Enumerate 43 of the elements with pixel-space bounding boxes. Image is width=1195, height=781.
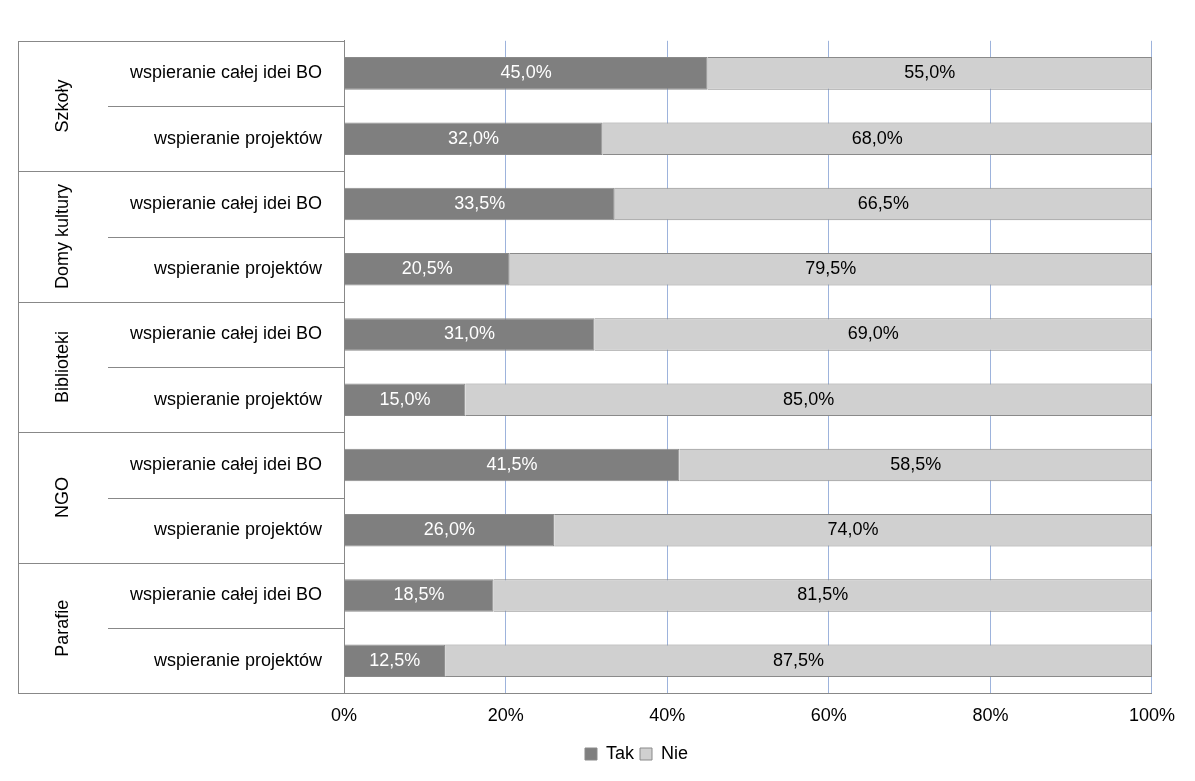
- text: NGO: [51, 477, 72, 519]
- text: 69,0%: [847, 323, 899, 344]
- text: 74,0%: [827, 519, 879, 540]
- x-tick-label: 20%: [487, 705, 524, 726]
- y-tick-label: wspieranie całej idei BO: [129, 453, 323, 474]
- text: Parafie: [51, 599, 72, 657]
- legend-label: Tak: [605, 742, 635, 763]
- text: 66,5%: [857, 192, 909, 213]
- text: 20,5%: [401, 258, 453, 279]
- text: Domy kultury: [51, 184, 72, 290]
- text: 81,5%: [797, 584, 849, 605]
- text: 18,5%: [393, 584, 445, 605]
- y-tick-label: wspieranie całej idei BO: [129, 62, 323, 83]
- text: 41,5%: [486, 453, 538, 474]
- text: 15,0%: [379, 388, 431, 409]
- legend-label: Nie: [661, 742, 689, 763]
- text: 33,5%: [454, 192, 506, 213]
- x-tick-label: 60%: [810, 705, 847, 726]
- y-tick-label: wspieranie projektów: [153, 127, 324, 148]
- y-tick-label: wspieranie projektów: [153, 519, 324, 540]
- text: 45,0%: [500, 62, 552, 83]
- text: Szkoły: [51, 79, 72, 133]
- y-tick-label: wspieranie całej idei BO: [129, 192, 323, 213]
- y-tick-label: wspieranie całej idei BO: [129, 584, 323, 605]
- text: 26,0%: [423, 519, 475, 540]
- text: 12,5%: [369, 649, 421, 670]
- text: Biblioteki: [51, 331, 72, 404]
- text: 87,5%: [773, 649, 825, 670]
- x-tick-label: 40%: [649, 705, 686, 726]
- x-tick-label: 0%: [331, 705, 358, 726]
- text: 55,0%: [904, 62, 956, 83]
- text: 31,0%: [444, 323, 496, 344]
- x-tick-label: 100%: [1128, 705, 1175, 726]
- text: 68,0%: [851, 127, 903, 148]
- y-tick-label: wspieranie projektów: [153, 388, 324, 409]
- y-tick-label: wspieranie całej idei BO: [129, 323, 323, 344]
- y-tick-label: wspieranie projektów: [153, 649, 324, 670]
- text: 79,5%: [805, 258, 857, 279]
- text: 32,0%: [448, 127, 500, 148]
- y-tick-label: wspieranie projektów: [153, 258, 324, 279]
- text: 85,0%: [783, 388, 835, 409]
- x-tick-label: 80%: [972, 705, 1009, 726]
- text: 58,5%: [890, 453, 942, 474]
